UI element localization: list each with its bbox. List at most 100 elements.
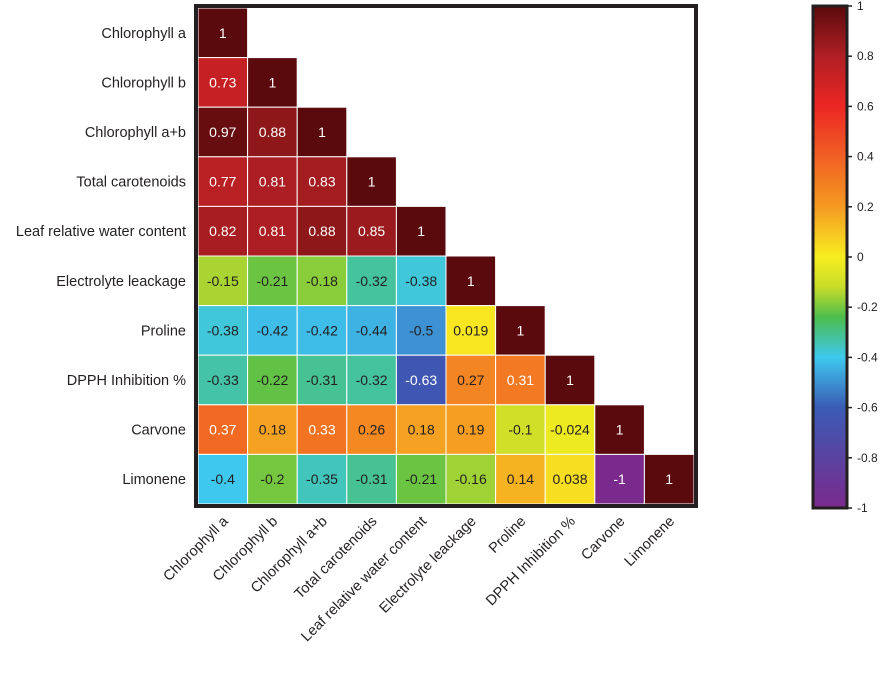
row-labels: Chlorophyll a Chlorophyll b Chlorophyll a+… — [16, 26, 187, 488]
cell-value-label: -0.42 — [306, 322, 338, 338]
colorbar-ticks: 1 0.8 0.6 0.4 0.2 0 -0.2 -0.4 -0.6 -0.8 -1 — [847, 0, 878, 515]
cell-value-label: 0.27 — [457, 372, 484, 388]
row-label: Chlorophyll a — [101, 26, 187, 42]
heatmap-cell — [197, 453, 249, 505]
plot-frame — [194, 4, 698, 508]
cell-value-label: -0.32 — [356, 273, 388, 289]
heatmap-cell — [445, 255, 497, 307]
heatmap-cell — [445, 404, 497, 455]
colorbar-tick-label: 0 — [857, 250, 864, 264]
heatmap-cell — [346, 205, 397, 257]
column-label: DPPH Inhibition % — [483, 513, 579, 609]
cell-value-label: 1 — [467, 273, 475, 289]
cell-value-label: -0.42 — [256, 322, 288, 338]
row-label: Chlorophyll b — [101, 75, 186, 91]
cell-value-label: 0.19 — [457, 422, 484, 438]
row-label: Total carotenoids — [76, 175, 186, 191]
heatmap-cell — [445, 305, 497, 356]
column-label: Limonene — [622, 514, 678, 570]
cell-value-label: -0.21 — [405, 471, 437, 487]
cell-value-label: 0.038 — [552, 471, 587, 487]
heatmap-cell — [594, 404, 645, 455]
cell-value-label: 0.82 — [209, 223, 236, 239]
heatmap-cell — [296, 106, 348, 158]
cell-value-label: -0.21 — [256, 273, 288, 289]
heatmap-cells: 1 0.73 1 0.97 0.88 1 0.77 0.81 0.83 1 0.82 0.81 0.88… — [197, 7, 695, 505]
colorbar-tick-label: 0.2 — [857, 200, 874, 214]
heatmap-cell — [296, 354, 348, 406]
cell-value-label: 0.73 — [209, 74, 236, 90]
cell-value-label: -1 — [613, 471, 626, 487]
cell-value-label: -0.2 — [260, 471, 284, 487]
cell-value-label: -0.38 — [207, 322, 239, 338]
heatmap-cell — [247, 156, 298, 207]
colorbar-tick-label: 0.6 — [857, 99, 874, 113]
heatmap-cell — [296, 255, 348, 307]
colorbar-tick-label: -0.8 — [857, 451, 878, 465]
colorbar-tick-label: -1 — [857, 501, 868, 515]
heatmap-cell — [247, 305, 298, 356]
heatmap-cell — [197, 354, 249, 406]
heatmap-cell — [247, 205, 298, 257]
heatmap-cell — [247, 255, 298, 307]
cell-value-label: 1 — [517, 322, 525, 338]
cell-value-label: 0.97 — [209, 124, 236, 140]
column-label: Electrolyte leackage — [377, 514, 480, 617]
heatmap-cell — [197, 57, 249, 108]
cell-value-label: 0.019 — [453, 322, 488, 338]
cell-value-label: 1 — [368, 174, 376, 190]
cell-value-label: 0.83 — [308, 174, 335, 190]
cell-value-label: -0.024 — [550, 422, 590, 438]
colorbar-tick-label: 0.8 — [857, 49, 874, 63]
cell-value-label: 1 — [417, 223, 425, 239]
heatmap-cell — [197, 404, 249, 455]
cell-value-label: 1 — [269, 74, 277, 90]
cell-value-label: -0.44 — [356, 322, 388, 338]
cell-value-label: 0.18 — [408, 422, 435, 438]
cell-value-label: 0.33 — [308, 422, 335, 438]
heatmap-cell — [247, 57, 298, 108]
colorbar-tick-label: 0.4 — [857, 150, 874, 164]
heatmap-cell — [395, 453, 447, 505]
cell-value-label: -0.1 — [508, 422, 532, 438]
cell-value-label: -0.35 — [306, 471, 338, 487]
cell-value-label: -0.18 — [306, 273, 338, 289]
cell-value-label: 1 — [219, 25, 227, 41]
heatmap-cell — [346, 255, 397, 307]
colorbar-tick-label: -0.4 — [857, 350, 878, 364]
row-label: Carvone — [131, 423, 186, 439]
colorbar-tick-label: 1 — [857, 0, 864, 13]
cell-value-label: -0.32 — [356, 372, 388, 388]
cell-value-label: -0.5 — [409, 322, 433, 338]
heatmap-cell — [296, 404, 348, 455]
cell-value-label: -0.31 — [306, 372, 338, 388]
cell-value-label: -0.22 — [256, 372, 288, 388]
heatmap-cell — [544, 354, 596, 406]
cell-value-label: -0.38 — [405, 273, 437, 289]
cell-value-label: -0.31 — [356, 471, 388, 487]
heatmap-cell — [495, 404, 546, 455]
heatmap-cell — [247, 453, 298, 505]
heatmap-cell — [495, 305, 546, 356]
heatmap-cell — [197, 7, 249, 59]
heatmap-cell — [395, 255, 447, 307]
cell-value-label: 0.81 — [259, 174, 286, 190]
cell-value-label: -0.63 — [405, 372, 437, 388]
heatmap-cell — [346, 453, 397, 505]
column-label: Proline — [486, 514, 529, 557]
colorbar-tick-label: -0.6 — [857, 401, 878, 415]
row-label: Limonene — [122, 472, 186, 488]
cell-value-label: 0.18 — [259, 422, 286, 438]
cell-value-label: 0.81 — [259, 223, 286, 239]
cell-value-label: 1 — [318, 124, 326, 140]
heatmap-cell — [544, 453, 596, 505]
cell-value-label: 1 — [665, 471, 673, 487]
heatmap-cell — [445, 453, 497, 505]
cell-value-label: 0.88 — [259, 124, 286, 140]
cell-value-label: 0.77 — [209, 174, 236, 190]
heatmap-cell — [296, 453, 348, 505]
cell-value-label: -0.16 — [455, 471, 487, 487]
heatmap-cell — [197, 305, 249, 356]
